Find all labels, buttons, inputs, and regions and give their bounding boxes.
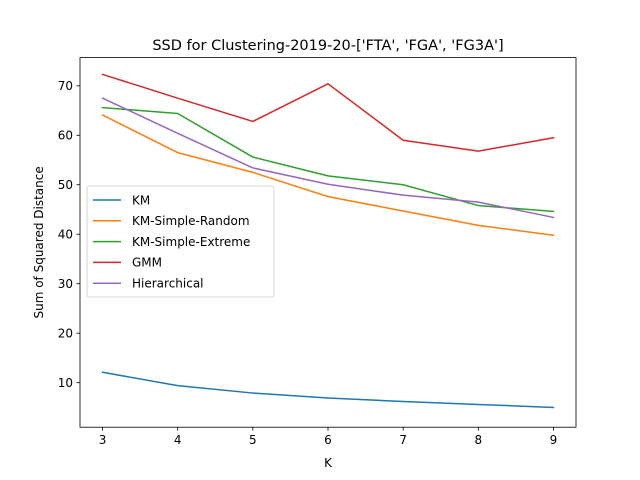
y-tick-label-0: 10 bbox=[58, 376, 73, 390]
legend-box bbox=[86, 185, 275, 298]
series-layer bbox=[101, 73, 555, 409]
series-line-gmm bbox=[101, 73, 555, 152]
x-axis-ticks: 3 4 5 6 7 8 9 bbox=[99, 427, 558, 447]
series-line-km bbox=[101, 371, 555, 409]
y-tick-label-1: 20 bbox=[58, 326, 73, 340]
y-axis-label: Sum of Squared Distance bbox=[32, 166, 46, 318]
series-line-km-simple-random bbox=[101, 113, 555, 237]
chart-title: SSD for Clustering-2019-20-['FTA', 'FGA'… bbox=[152, 38, 503, 54]
legend-label-km: KM bbox=[132, 193, 150, 207]
x-axis-label: K bbox=[324, 456, 333, 470]
legend-label-km-simple-extreme: KM-Simple-Extreme bbox=[132, 235, 250, 249]
x-tick-label-5: 8 bbox=[474, 433, 482, 447]
x-tick-label-0: 3 bbox=[99, 433, 107, 447]
legend-label-gmm: GMM bbox=[132, 256, 162, 270]
y-tick-label-2: 30 bbox=[58, 277, 73, 291]
series-line-hierarchical bbox=[101, 97, 555, 219]
y-tick-label-3: 40 bbox=[58, 228, 73, 242]
series-line-km-simple-extreme bbox=[101, 106, 555, 213]
legend: KM KM-Simple-Random KM-Simple-Extreme GMM Hi… bbox=[86, 185, 275, 298]
x-tick-label-6: 9 bbox=[550, 433, 558, 447]
x-tick-label-3: 6 bbox=[324, 433, 332, 447]
x-tick-label-1: 4 bbox=[174, 433, 182, 447]
x-tick-label-2: 5 bbox=[249, 433, 257, 447]
y-tick-label-6: 70 bbox=[58, 79, 73, 93]
y-tick-label-5: 60 bbox=[58, 129, 73, 143]
x-tick-label-4: 7 bbox=[399, 433, 407, 447]
y-tick-label-4: 50 bbox=[58, 178, 73, 192]
legend-label-km-simple-random: KM-Simple-Random bbox=[132, 214, 250, 228]
plot-frame bbox=[79, 57, 577, 428]
legend-label-hierarchical: Hierarchical bbox=[132, 277, 204, 291]
y-axis-ticks: 10 20 30 40 50 60 70 bbox=[58, 79, 80, 390]
